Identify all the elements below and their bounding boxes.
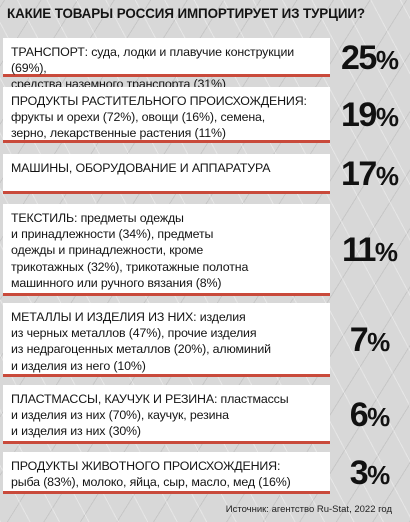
category-row: ТЕКСТИЛЬ: предметы одежды и принадлежност… bbox=[3, 204, 330, 296]
category-row: ПРОДУКТЫ РАСТИТЕЛЬНОГО ПРОИСХОЖДЕНИЯ: фру… bbox=[3, 87, 330, 143]
description-line: и изделия из них (30%) bbox=[11, 424, 141, 439]
description-line: ПЛАСТМАССЫ, КАУЧУК И РЕЗИНА: пластмассы bbox=[11, 392, 289, 406]
category-row: МАШИНЫ, ОБОРУДОВАНИЕ И АППАРАТУРА bbox=[3, 154, 330, 194]
category-description: ПЛАСТМАССЫ, КАУЧУК И РЕЗИНА: пластмассы и… bbox=[11, 391, 324, 440]
percent-sign: % bbox=[367, 460, 391, 490]
percent-sign: % bbox=[375, 161, 399, 191]
share-value: 6% bbox=[332, 393, 408, 439]
share-number: 6 bbox=[349, 395, 369, 434]
description-line: ПРОДУКТЫ РАСТИТЕЛЬНОГО ПРОИСХОЖДЕНИЯ: bbox=[11, 94, 307, 108]
description-line: из недрагоценных металлов (20%), алюмини… bbox=[11, 342, 271, 357]
percent-sign: % bbox=[375, 44, 399, 75]
percent-sign: % bbox=[367, 327, 391, 357]
percent-sign: % bbox=[374, 237, 399, 267]
category-description: ПРОДУКТЫ РАСТИТЕЛЬНОГО ПРОИСХОЖДЕНИЯ: фру… bbox=[11, 93, 324, 142]
description-line: МАШИНЫ, ОБОРУДОВАНИЕ И АППАРАТУРА bbox=[11, 161, 271, 175]
share-number: 11 bbox=[341, 231, 376, 269]
description-line: МЕТАЛЛЫ И ИЗДЕЛИЯ ИЗ НИХ: изделия bbox=[11, 310, 246, 324]
category-row: ПРОДУКТЫ ЖИВОТНОГО ПРОИСХОЖДЕНИЯ: рыба (8… bbox=[3, 452, 330, 494]
category-description: ТРАНСПОРТ: суда, лодки и плавучие констр… bbox=[11, 44, 324, 93]
category-description: ТЕКСТИЛЬ: предметы одежды и принадлежност… bbox=[11, 210, 324, 291]
category-row: ТРАНСПОРТ: суда, лодки и плавучие констр… bbox=[3, 38, 330, 91]
description-line: зерно, лекарственные растения (11%) bbox=[11, 126, 226, 141]
description-line: из черных металлов (47%), прочие изделия bbox=[11, 326, 257, 341]
description-line: одежды и принадлежности, кроме bbox=[11, 243, 204, 258]
percent-sign: % bbox=[367, 401, 391, 432]
category-row: МЕТАЛЛЫ И ИЗДЕЛИЯ ИЗ НИХ: изделия из черн… bbox=[3, 303, 330, 377]
description-line: фрукты и орехи (72%), овощи (16%), семен… bbox=[11, 110, 266, 125]
category-description: ПРОДУКТЫ ЖИВОТНОГО ПРОИСХОЖДЕНИЯ: рыба (8… bbox=[11, 458, 324, 490]
share-value: 3% bbox=[332, 451, 408, 497]
description-line: ТЕКСТИЛЬ: предметы одежды bbox=[11, 211, 184, 225]
source-note: Источник: агентство Ru-Stat, 2022 год bbox=[225, 504, 392, 515]
share-value: 19% bbox=[332, 93, 408, 139]
description-line: и изделия из них (70%), каучук, резина bbox=[11, 408, 229, 423]
percent-sign: % bbox=[375, 102, 399, 132]
share-value: 25% bbox=[332, 36, 408, 82]
share-value: 17% bbox=[332, 152, 408, 198]
category-row: ПЛАСТМАССЫ, КАУЧУК И РЕЗИНА: пластмассы и… bbox=[3, 385, 330, 444]
description-line: трикотажных (32%), трикотажные полотна bbox=[11, 259, 249, 274]
chart-title: КАКИЕ ТОВАРЫ РОССИЯ ИМПОРТИРУЕТ ИЗ ТУРЦИ… bbox=[7, 6, 365, 21]
share-number: 3 bbox=[349, 454, 369, 492]
category-description: МАШИНЫ, ОБОРУДОВАНИЕ И АППАРАТУРА bbox=[11, 160, 324, 176]
description-line: и изделия из него (10%) bbox=[11, 358, 146, 373]
share-number: 19 bbox=[341, 96, 377, 134]
description-line: ТРАНСПОРТ: суда, лодки и плавучие констр… bbox=[11, 45, 294, 76]
description-line: рыба (83%), молоко, яйца, сыр, масло, ме… bbox=[11, 475, 291, 490]
description-line: машинного или ручного вязания (8%) bbox=[11, 275, 222, 290]
share-number: 17 bbox=[341, 155, 377, 193]
category-description: МЕТАЛЛЫ И ИЗДЕЛИЯ ИЗ НИХ: изделия из черн… bbox=[11, 309, 324, 374]
description-line: и принадлежности (34%), предметы bbox=[11, 227, 214, 242]
share-value: 11% bbox=[332, 228, 408, 274]
share-value: 7% bbox=[332, 318, 408, 364]
share-number: 25 bbox=[341, 38, 377, 77]
description-line: ПРОДУКТЫ ЖИВОТНОГО ПРОИСХОЖДЕНИЯ: bbox=[11, 459, 281, 473]
share-number: 7 bbox=[349, 321, 369, 359]
